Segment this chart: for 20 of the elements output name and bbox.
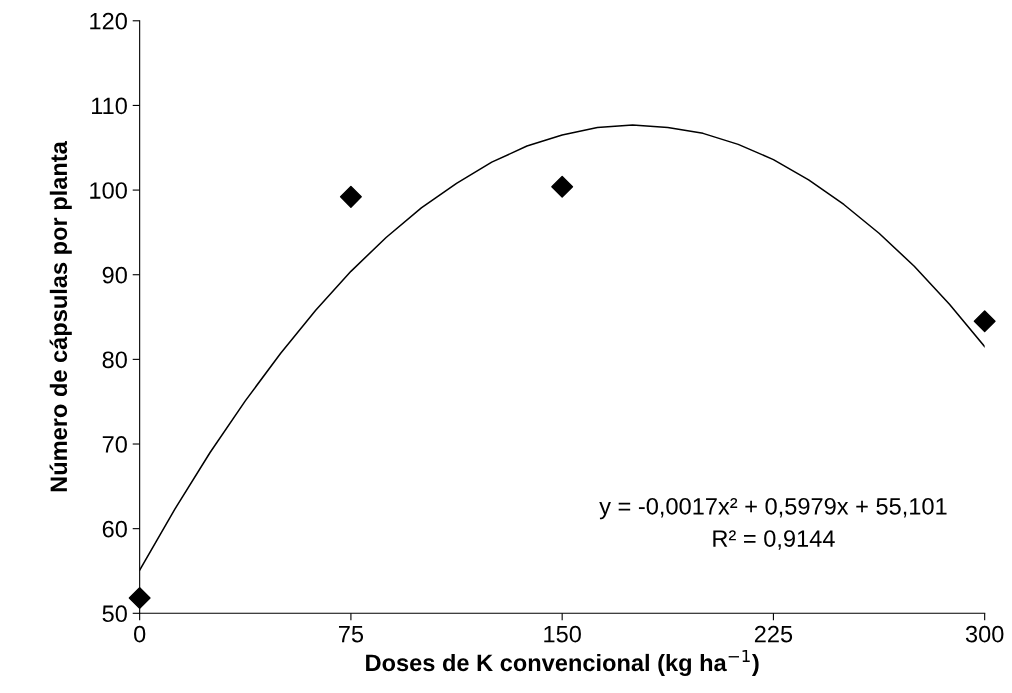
y-tick-label: 100 <box>90 182 127 199</box>
x-tick-label: 225 <box>754 625 793 643</box>
annotation: y = -0,0017x² + 0,5979x + 55,101 R² = 0,9144 <box>599 497 947 550</box>
point <box>973 310 996 333</box>
x-tick-label: 75 <box>338 625 364 643</box>
y-tick-label: 50 <box>102 605 127 623</box>
point <box>551 175 574 198</box>
y-axis-title: Número de cápsulas por planta <box>49 141 72 492</box>
y-tick-label: 60 <box>102 520 127 538</box>
y-tick-label: 80 <box>102 351 127 369</box>
y-tick-label: 110 <box>92 97 127 115</box>
y-tick-label: 90 <box>102 266 127 284</box>
x-tick-label: 150 <box>544 625 581 643</box>
y-tick-label: 120 <box>90 12 127 30</box>
x-axis-title: Doses de K convencional (kg ha$^{−1}$) <box>366 649 759 676</box>
point <box>339 185 362 208</box>
y-tick-label: 70 <box>102 436 127 453</box>
x-tick-label: 300 <box>965 625 1004 643</box>
point <box>128 587 151 610</box>
x-tick-label: 0 <box>134 625 146 643</box>
